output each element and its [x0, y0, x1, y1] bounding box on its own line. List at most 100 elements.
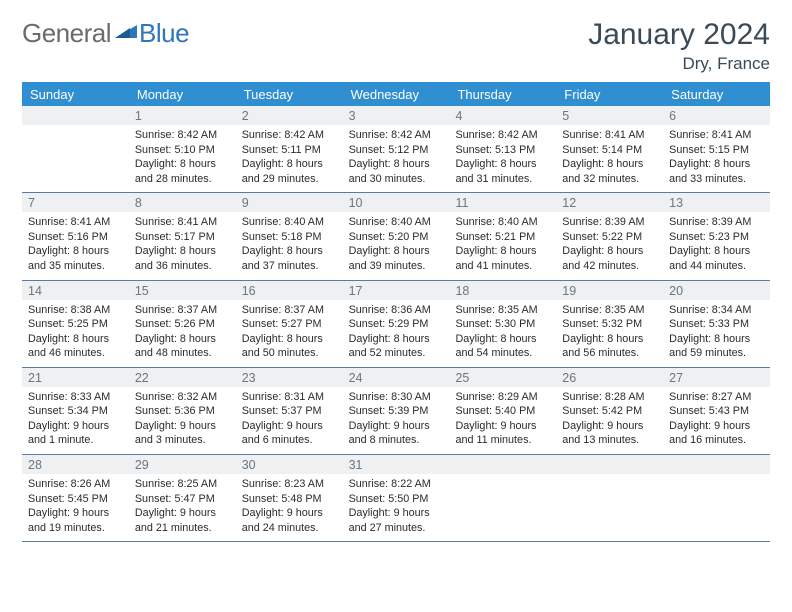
calendar-day: 17 Sunrise: 8:36 AMSunset: 5:29 PMDayligh…	[343, 281, 450, 367]
day-details: Sunrise: 8:39 AMSunset: 5:22 PMDaylight:…	[562, 215, 657, 273]
calendar-day: 25Sunrise: 8:29 AMSunset: 5:40 PMDayligh…	[449, 368, 556, 454]
day-details: Sunrise: 8:37 AMSunset: 5:26 PMDaylight:…	[135, 303, 230, 361]
calendar-week: 21Sunrise: 8:33 AMSunset: 5:34 PMDayligh…	[22, 368, 770, 455]
calendar-day: 12 Sunrise: 8:39 AMSunset: 5:22 PMDayligh…	[556, 193, 663, 279]
day-number: 15	[129, 281, 236, 300]
location-label: Dry, France	[588, 54, 770, 74]
day-number: 17	[343, 281, 450, 300]
calendar-day: 10 Sunrise: 8:40 AMSunset: 5:20 PMDayligh…	[343, 193, 450, 279]
day-number: .	[449, 455, 556, 474]
day-details: Sunrise: 8:36 AMSunset: 5:29 PMDaylight:…	[349, 303, 444, 361]
calendar-day: 1 Sunrise: 8:42 AMSunset: 5:10 PMDaylight…	[129, 106, 236, 192]
calendar-day: 8 Sunrise: 8:41 AMSunset: 5:17 PMDaylight…	[129, 193, 236, 279]
day-number: 16	[236, 281, 343, 300]
day-number: 5	[556, 106, 663, 125]
calendar: Sunday Monday Tuesday Wednesday Thursday…	[22, 82, 770, 542]
calendar-body: .1Sunrise: 8:42 AMSunset: 5:10 PMDayligh…	[22, 106, 770, 542]
day-details: Sunrise: 8:29 AMSunset: 5:40 PMDaylight:…	[455, 390, 550, 448]
day-number: 23	[236, 368, 343, 387]
brand-blue: Blue	[139, 18, 189, 49]
day-details: Sunrise: 8:34 AMSunset: 5:33 PMDaylight:…	[669, 303, 764, 361]
calendar-day: 29Sunrise: 8:25 AMSunset: 5:47 PMDayligh…	[129, 455, 236, 541]
day-number: 26	[556, 368, 663, 387]
calendar-day: 11Sunrise: 8:40 AMSunset: 5:21 PMDayligh…	[449, 193, 556, 279]
calendar-day: 5 Sunrise: 8:41 AMSunset: 5:14 PMDaylight…	[556, 106, 663, 192]
day-number: 9	[236, 193, 343, 212]
calendar-day: 16 Sunrise: 8:37 AMSunset: 5:27 PMDayligh…	[236, 281, 343, 367]
calendar-week: 14Sunrise: 8:38 AMSunset: 5:25 PMDayligh…	[22, 281, 770, 368]
day-details: Sunrise: 8:31 AMSunset: 5:37 PMDaylight:…	[242, 390, 337, 448]
calendar-week: .1 Sunrise: 8:42 AMSunset: 5:10 PMDayligh…	[22, 106, 770, 193]
calendar-day: 27 Sunrise: 8:27 AMSunset: 5:43 PMDayligh…	[663, 368, 770, 454]
day-details: Sunrise: 8:41 AMSunset: 5:14 PMDaylight:…	[562, 128, 657, 186]
calendar-day: 21Sunrise: 8:33 AMSunset: 5:34 PMDayligh…	[22, 368, 129, 454]
calendar-day: 6 Sunrise: 8:41 AMSunset: 5:15 PMDaylight…	[663, 106, 770, 192]
calendar-day: 22Sunrise: 8:32 AMSunset: 5:36 PMDayligh…	[129, 368, 236, 454]
calendar-day: .	[556, 455, 663, 541]
dow-monday: Monday	[129, 82, 236, 106]
calendar-day: .	[663, 455, 770, 541]
day-number: 24	[343, 368, 450, 387]
day-details: Sunrise: 8:30 AMSunset: 5:39 PMDaylight:…	[349, 390, 444, 448]
calendar-day: .	[449, 455, 556, 541]
dow-tuesday: Tuesday	[236, 82, 343, 106]
day-number: 31	[343, 455, 450, 474]
day-details: Sunrise: 8:28 AMSunset: 5:42 PMDaylight:…	[562, 390, 657, 448]
day-details: Sunrise: 8:40 AMSunset: 5:20 PMDaylight:…	[349, 215, 444, 273]
calendar-day: .	[22, 106, 129, 192]
day-number: 22	[129, 368, 236, 387]
day-details: Sunrise: 8:42 AMSunset: 5:13 PMDaylight:…	[455, 128, 550, 186]
dow-friday: Friday	[556, 82, 663, 106]
calendar-header-row: Sunday Monday Tuesday Wednesday Thursday…	[22, 82, 770, 106]
day-details: Sunrise: 8:41 AMSunset: 5:17 PMDaylight:…	[135, 215, 230, 273]
day-number: 11	[449, 193, 556, 212]
brand-general: General	[22, 18, 111, 49]
day-number: 30	[236, 455, 343, 474]
day-number: 8	[129, 193, 236, 212]
day-number: 7	[22, 193, 129, 212]
calendar-week: 28Sunrise: 8:26 AMSunset: 5:45 PMDayligh…	[22, 455, 770, 542]
dow-sunday: Sunday	[22, 82, 129, 106]
day-number: 27	[663, 368, 770, 387]
day-details: Sunrise: 8:26 AMSunset: 5:45 PMDaylight:…	[28, 477, 123, 535]
day-number: 3	[343, 106, 450, 125]
day-number: .	[556, 455, 663, 474]
day-number: 29	[129, 455, 236, 474]
day-details: Sunrise: 8:33 AMSunset: 5:34 PMDaylight:…	[28, 390, 123, 448]
month-title: January 2024	[588, 18, 770, 52]
dow-wednesday: Wednesday	[343, 82, 450, 106]
day-details: Sunrise: 8:42 AMSunset: 5:10 PMDaylight:…	[135, 128, 230, 186]
calendar-week: 7Sunrise: 8:41 AMSunset: 5:16 PMDaylight…	[22, 193, 770, 280]
calendar-day: 20 Sunrise: 8:34 AMSunset: 5:33 PMDayligh…	[663, 281, 770, 367]
day-number: 6	[663, 106, 770, 125]
day-details: Sunrise: 8:22 AMSunset: 5:50 PMDaylight:…	[349, 477, 444, 535]
day-number: .	[22, 106, 129, 125]
calendar-day: 23 Sunrise: 8:31 AMSunset: 5:37 PMDayligh…	[236, 368, 343, 454]
calendar-day: 31 Sunrise: 8:22 AMSunset: 5:50 PMDayligh…	[343, 455, 450, 541]
day-number: 13	[663, 193, 770, 212]
brand-logo: General Blue	[22, 18, 189, 49]
day-number: 10	[343, 193, 450, 212]
page-header: General Blue January 2024 Dry, France	[22, 18, 770, 74]
brand-mark-icon	[115, 22, 137, 43]
calendar-day: 26 Sunrise: 8:28 AMSunset: 5:42 PMDayligh…	[556, 368, 663, 454]
calendar-day: 4Sunrise: 8:42 AMSunset: 5:13 PMDaylight…	[449, 106, 556, 192]
calendar-day: 9 Sunrise: 8:40 AMSunset: 5:18 PMDaylight…	[236, 193, 343, 279]
day-number: 14	[22, 281, 129, 300]
day-details: Sunrise: 8:35 AMSunset: 5:30 PMDaylight:…	[455, 303, 550, 361]
calendar-day: 19Sunrise: 8:35 AMSunset: 5:32 PMDayligh…	[556, 281, 663, 367]
day-details: Sunrise: 8:41 AMSunset: 5:15 PMDaylight:…	[669, 128, 764, 186]
dow-thursday: Thursday	[449, 82, 556, 106]
calendar-day: 14Sunrise: 8:38 AMSunset: 5:25 PMDayligh…	[22, 281, 129, 367]
day-details: Sunrise: 8:40 AMSunset: 5:18 PMDaylight:…	[242, 215, 337, 273]
day-number: 20	[663, 281, 770, 300]
title-block: January 2024 Dry, France	[588, 18, 770, 74]
day-number: 12	[556, 193, 663, 212]
day-details: Sunrise: 8:42 AMSunset: 5:12 PMDaylight:…	[349, 128, 444, 186]
day-details: Sunrise: 8:37 AMSunset: 5:27 PMDaylight:…	[242, 303, 337, 361]
calendar-day: 18 Sunrise: 8:35 AMSunset: 5:30 PMDayligh…	[449, 281, 556, 367]
day-details: Sunrise: 8:27 AMSunset: 5:43 PMDaylight:…	[669, 390, 764, 448]
day-number: .	[663, 455, 770, 474]
day-number: 18	[449, 281, 556, 300]
day-number: 1	[129, 106, 236, 125]
